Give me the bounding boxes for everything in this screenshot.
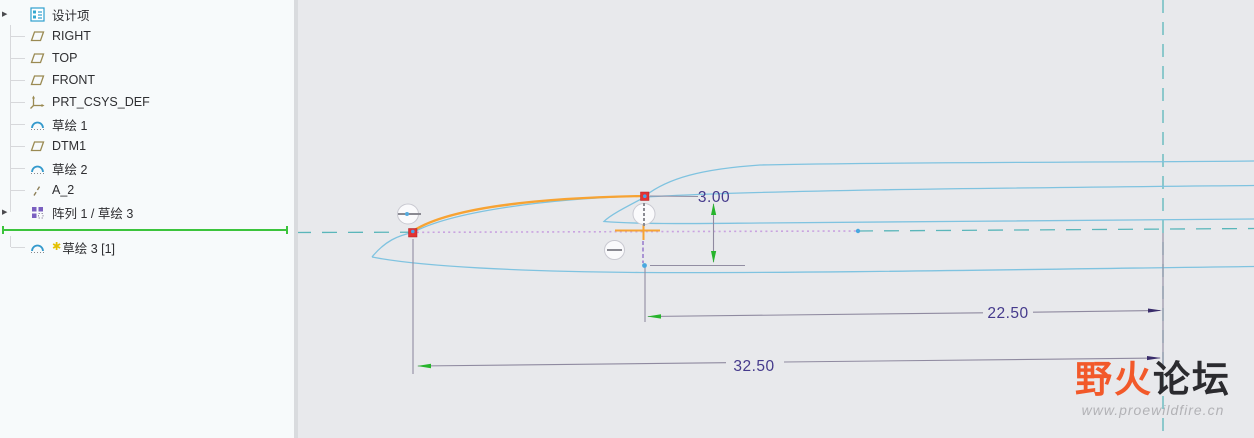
design-items-icon (29, 6, 46, 23)
tree-item-design-items[interactable]: ▶ 设计项 (0, 3, 294, 25)
centerline-endpoint[interactable] (855, 228, 861, 234)
tree-item-sketch-2[interactable]: 草绘 2 (0, 157, 294, 179)
tree-item-axis-a2[interactable]: A_2 (0, 179, 294, 201)
tree-connector-line (10, 25, 11, 212)
datum-axis-horizontal[interactable] (857, 227, 1254, 232)
hull-bottom-curve (371, 256, 1254, 274)
watermark-brand-dark: 论坛 (1153, 358, 1231, 401)
extension-lines (412, 195, 1164, 374)
dimension-value-32-50[interactable]: 32.50 (733, 358, 775, 375)
snap-point[interactable] (642, 263, 647, 268)
dim-22-line-right (1032, 309, 1161, 313)
expand-arrow-icon[interactable]: ▶ (2, 208, 8, 216)
dimension-value-3[interactable]: 3.00 (697, 189, 731, 206)
dimension-value-22-50[interactable]: 22.50 (987, 305, 1029, 322)
datum-plane-icon (29, 138, 46, 155)
tree-item-dtm1[interactable]: DTM1 (0, 135, 294, 157)
tree-item-label: FRONT (52, 73, 96, 87)
purple-arrowheads (1147, 308, 1162, 361)
tree-item-label: DTM1 (52, 139, 87, 153)
insert-here-indicator[interactable] (2, 226, 288, 234)
watermark-url: www.proewildfire.cn (1081, 401, 1225, 418)
sketch-icon (29, 116, 46, 133)
datum-plane-icon (29, 50, 46, 67)
dimension-lines[interactable] (417, 204, 1161, 367)
watermark: 野火论坛 www.proewildfire.cn (1060, 358, 1246, 418)
sketch-icon (29, 239, 46, 256)
tree-item-sketch-1[interactable]: 草绘 1 (0, 113, 294, 135)
tree-item-csys[interactable]: PRT_CSYS_DEF (0, 91, 294, 113)
tree-item-front-plane[interactable]: FRONT (0, 69, 294, 91)
selected-spline[interactable] (412, 194, 645, 232)
tree-item-label: TOP (52, 51, 78, 65)
model-tree: ▶ 设计项 RIGHT (0, 0, 294, 258)
sketch-centerline[interactable] (416, 230, 859, 234)
datum-plane-icon (29, 28, 46, 45)
dim-32-line-left (417, 362, 727, 367)
deck-second-line (646, 184, 1254, 198)
axis-icon (29, 182, 46, 199)
model-tree-panel: ▶ 设计项 RIGHT (0, 0, 298, 438)
tree-item-right-plane[interactable]: RIGHT (0, 25, 294, 47)
deck-top-curve (644, 160, 1254, 197)
hull-profile-curves[interactable] (371, 160, 1254, 274)
tree-item-label: 草绘 3 [1] (62, 241, 116, 256)
tree-item-pattern-1[interactable]: ▶ 阵列 1 / 草绘 3 (0, 201, 294, 223)
pattern-icon (29, 204, 46, 221)
csys-icon (29, 94, 46, 111)
insert-indicator-row (0, 223, 294, 236)
expand-arrow-icon[interactable]: ▶ (2, 10, 8, 18)
watermark-title: 野火论坛 (1060, 358, 1246, 401)
watermark-brand-orange: 野火 (1075, 358, 1153, 401)
green-arrowheads (417, 203, 717, 369)
spline-endpoints (408, 191, 650, 238)
tree-item-label: 草绘 1 (52, 118, 88, 133)
datum-plane-icon (29, 72, 46, 89)
tree-item-label: A_2 (52, 183, 75, 197)
tree-item-label: 设计项 (52, 8, 90, 23)
tree-item-label: RIGHT (52, 29, 91, 43)
tree-item-label: 草绘 2 (52, 162, 88, 177)
sketch-icon (29, 160, 46, 177)
dim-32-line-right (783, 357, 1161, 363)
cockpit-notch-curve (602, 196, 1254, 225)
sketch-handles (397, 203, 656, 260)
tree-item-sketch-3-instance[interactable]: ✱ 草绘 3 [1] (0, 236, 294, 258)
tree-connector-stub (10, 236, 11, 247)
dim-22-line-left (647, 312, 984, 318)
regenerate-star-icon: ✱ (52, 240, 62, 253)
tree-item-label: PRT_CSYS_DEF (52, 95, 150, 109)
tree-item-top-plane[interactable]: TOP (0, 47, 294, 69)
tree-item-label: 阵列 1 / 草绘 3 (52, 206, 134, 221)
